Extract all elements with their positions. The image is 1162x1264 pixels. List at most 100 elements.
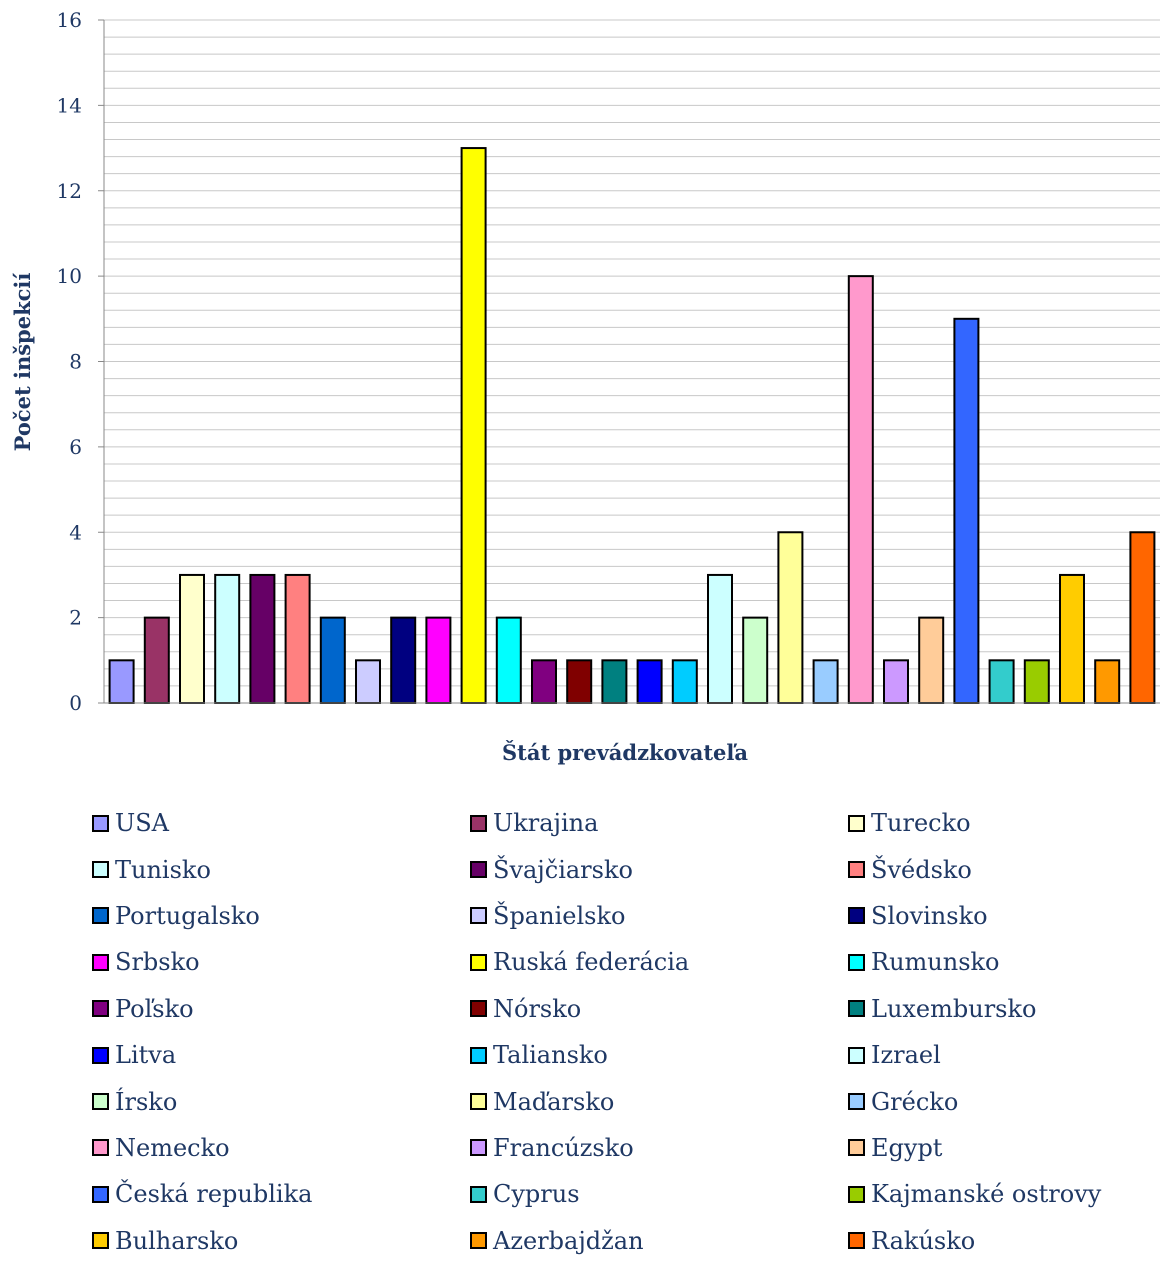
- bar-Francúzsko: [883, 659, 909, 704]
- bar-Srbsko: [425, 616, 452, 704]
- legend-item: Izrael: [848, 1032, 1162, 1078]
- bar-Litva: [636, 659, 663, 704]
- legend-item: Švédsko: [848, 846, 1162, 892]
- legend-label: Poľsko: [115, 994, 194, 1023]
- bar-Švajčiarsko: [249, 573, 276, 704]
- legend-item: Česká republika: [92, 1171, 470, 1217]
- legend-label: Švajčiarsko: [493, 855, 633, 884]
- legend-label: Španielsko: [493, 901, 626, 930]
- legend-item: Portugalsko: [92, 893, 470, 939]
- legend-label: Ukrajina: [493, 809, 599, 838]
- legend-item: Švajčiarsko: [470, 846, 848, 892]
- bar-Poľsko: [531, 659, 557, 704]
- legend-item: Egypt: [848, 1125, 1162, 1171]
- bar-Taliansko: [671, 659, 698, 704]
- legend-swatch: [470, 1046, 487, 1064]
- legend-item: Litva: [92, 1032, 470, 1078]
- legend-label: Egypt: [871, 1133, 943, 1162]
- legend-label: Francúzsko: [493, 1133, 634, 1162]
- bar-Írsko: [742, 616, 769, 704]
- bar-Rumunsko: [495, 616, 522, 704]
- legend-item: Tunisko: [92, 846, 470, 892]
- legend-item: USA: [92, 800, 470, 846]
- legend-swatch: [848, 907, 865, 925]
- legend-swatch: [848, 1093, 865, 1111]
- legend-swatch: [92, 1139, 109, 1157]
- legend-label: Cyprus: [493, 1180, 580, 1209]
- legend-label: Ruská federácia: [493, 948, 690, 977]
- legend-label: Litva: [115, 1041, 177, 1070]
- bar-Česká republika: [953, 317, 980, 704]
- legend-swatch: [92, 1185, 109, 1203]
- legend-label: Bulharsko: [115, 1226, 239, 1255]
- bar-Tunisko: [214, 573, 241, 704]
- legend-label: Kajmanské ostrovy: [871, 1180, 1102, 1209]
- bar-Maďarsko: [777, 531, 804, 704]
- bar-Nemecko: [847, 275, 874, 704]
- legend-label: Portugalsko: [115, 901, 260, 930]
- legend-swatch: [848, 814, 865, 832]
- y-tick-label: 16: [57, 8, 82, 32]
- bar-Švédsko: [284, 573, 311, 704]
- bar-Slovinsko: [390, 616, 417, 704]
- y-axis-title: Počet inšpekcií: [10, 273, 35, 452]
- bar-Egypt: [918, 616, 945, 704]
- legend-label: Nórsko: [493, 994, 582, 1023]
- y-tick-label: 2: [69, 606, 82, 630]
- legend-swatch: [848, 1000, 865, 1018]
- legend-item: Ukrajina: [470, 800, 848, 846]
- legend-swatch: [848, 1139, 865, 1157]
- legend-item: Cyprus: [470, 1171, 848, 1217]
- legend-item: Španielsko: [470, 893, 848, 939]
- y-tick-label: 4: [69, 520, 82, 544]
- legend-label: Írsko: [115, 1087, 178, 1116]
- legend-label: Švédsko: [871, 855, 972, 884]
- legend-swatch: [92, 1046, 109, 1064]
- legend-label: Grécko: [871, 1087, 959, 1116]
- legend-label: Tunisko: [115, 855, 211, 884]
- legend-item: Azerbajdžan: [470, 1218, 848, 1264]
- bar-Kajmanské ostrovy: [1023, 659, 1050, 704]
- legend-item: Nórsko: [470, 986, 848, 1032]
- gridlines: [104, 19, 1160, 687]
- legend-label: Izrael: [871, 1041, 941, 1070]
- y-tick-label: 14: [57, 93, 82, 117]
- legend-swatch: [92, 953, 109, 971]
- legend-label: Taliansko: [493, 1041, 608, 1070]
- legend-swatch: [92, 1232, 109, 1250]
- legend-swatch: [470, 1093, 487, 1111]
- legend-item: Írsko: [92, 1078, 470, 1124]
- legend-swatch: [470, 1000, 487, 1018]
- bar-Luxembursko: [601, 659, 628, 704]
- y-tick-label: 6: [69, 435, 82, 459]
- legend-item: Kajmanské ostrovy: [848, 1171, 1162, 1217]
- bar-Ukrajina: [143, 616, 170, 704]
- legend-item: Taliansko: [470, 1032, 848, 1078]
- legend-item: Srbsko: [92, 939, 470, 985]
- legend-item: Turecko: [848, 800, 1162, 846]
- legend-item: Rumunsko: [848, 939, 1162, 985]
- bar-Azerbajdžan: [1094, 659, 1121, 704]
- legend-swatch: [470, 814, 487, 832]
- legend-swatch: [848, 861, 865, 879]
- axes: [98, 19, 1160, 704]
- legend-label: Srbsko: [115, 948, 200, 977]
- legend-item: Rakúsko: [848, 1218, 1162, 1264]
- y-tick-label: 0: [69, 691, 82, 715]
- legend-item: Grécko: [848, 1078, 1162, 1124]
- bar-chart: 0 2 4 6 8 10 12 14 16 Počet inšpekcií Štát prevá…: [10, 8, 1160, 765]
- legend: USA Ukrajina Turecko Tunisko Švajčiarsko Švéd…: [92, 800, 1162, 1264]
- legend-item: Luxembursko: [848, 986, 1162, 1032]
- y-tick-label: 8: [69, 350, 82, 374]
- legend-label: Slovinsko: [871, 901, 988, 930]
- legend-swatch: [470, 907, 487, 925]
- x-axis-title: Štát prevádzkovateľa: [502, 740, 748, 765]
- bar-USA: [108, 659, 135, 704]
- legend-item: Poľsko: [92, 986, 470, 1032]
- legend-item: Nemecko: [92, 1125, 470, 1171]
- legend-item: Bulharsko: [92, 1218, 470, 1264]
- legend-item: Francúzsko: [470, 1125, 848, 1171]
- y-tick-label: 10: [57, 264, 82, 288]
- bars: [108, 147, 1156, 704]
- legend-swatch: [92, 1093, 109, 1111]
